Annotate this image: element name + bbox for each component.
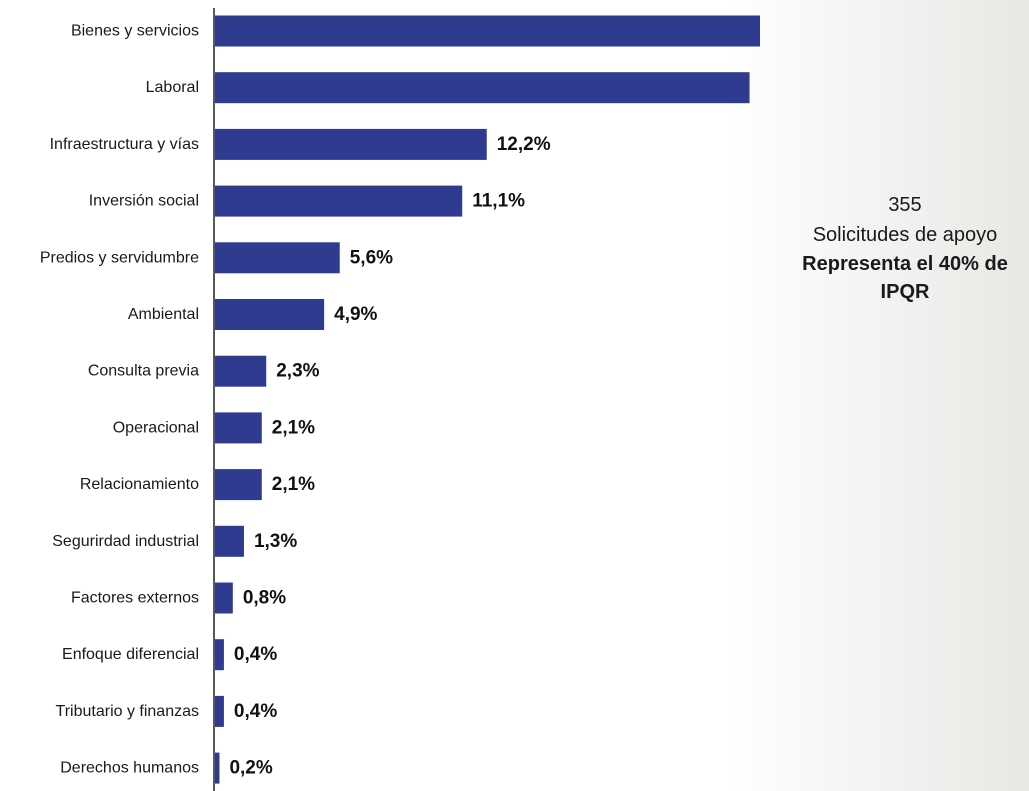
- value-label-7: 2,1%: [272, 417, 315, 438]
- value-label-10: 0,8%: [243, 588, 286, 609]
- bar-0: [215, 15, 760, 47]
- background-texture: [729, 0, 1029, 791]
- category-label-2: Infraestructura y vías: [50, 136, 199, 153]
- category-label-6: Consulta previa: [88, 363, 199, 380]
- category-label-0: Bienes y servicios: [71, 23, 199, 40]
- share-line-1: Representa el 40% de: [802, 253, 1008, 275]
- category-label-1: Laboral: [146, 79, 199, 96]
- bar-11: [215, 639, 224, 671]
- bar-12: [215, 695, 224, 727]
- bar-chart: Bienes y servicios Laboral Infraestructura…: [40, 8, 760, 791]
- value-label-5: 4,9%: [334, 304, 377, 325]
- category-labels: Bienes y servicios Laboral Infraestructura…: [40, 23, 199, 777]
- bar-3: [215, 185, 463, 217]
- bar-10: [215, 582, 233, 614]
- bar-2: [215, 128, 487, 160]
- bar-9: [215, 525, 244, 557]
- value-label-11: 0,4%: [234, 644, 277, 665]
- value-label-6: 2,3%: [276, 361, 319, 382]
- bar-5: [215, 299, 325, 330]
- bar-8: [215, 469, 262, 501]
- category-label-10: Factores externos: [71, 590, 199, 607]
- summary-annotation: 355 Solicitudes de apoyo Representa el 4…: [755, 190, 1029, 306]
- bar-1: [215, 72, 750, 104]
- value-label-3: 11,1%: [472, 191, 525, 212]
- category-label-13: Derechos humanos: [60, 760, 199, 777]
- bar-7: [215, 412, 262, 444]
- category-label-5: Ambiental: [128, 306, 199, 323]
- value-label-13: 0,2%: [229, 758, 272, 779]
- value-label-4: 5,6%: [350, 247, 393, 268]
- category-label-11: Enfoque diferencial: [62, 646, 199, 663]
- request-caption: Solicitudes de apoyo: [812, 224, 998, 246]
- value-labels: 33,0%24,0%12,2%11,1%5,6%4,9%2,3%2,1%2,1%…: [229, 77, 760, 779]
- value-label-8: 2,1%: [272, 474, 315, 495]
- category-label-7: Operacional: [113, 419, 199, 436]
- share-line-2: IPQR: [880, 281, 930, 303]
- category-label-4: Predios y servidumbre: [40, 249, 199, 266]
- request-count: 355: [888, 194, 922, 216]
- category-label-9: Segurirdad industrial: [52, 533, 199, 550]
- bar-13: [215, 752, 220, 784]
- value-label-12: 0,4%: [234, 701, 277, 722]
- value-label-9: 1,3%: [254, 531, 297, 552]
- bar-6: [215, 355, 267, 387]
- bars-group: [215, 15, 760, 784]
- category-label-12: Tributario y finanzas: [56, 703, 199, 720]
- category-label-8: Relacionamiento: [80, 476, 199, 493]
- bar-4: [215, 242, 340, 274]
- value-label-2: 12,2%: [497, 134, 551, 155]
- category-label-3: Inversión social: [89, 193, 199, 210]
